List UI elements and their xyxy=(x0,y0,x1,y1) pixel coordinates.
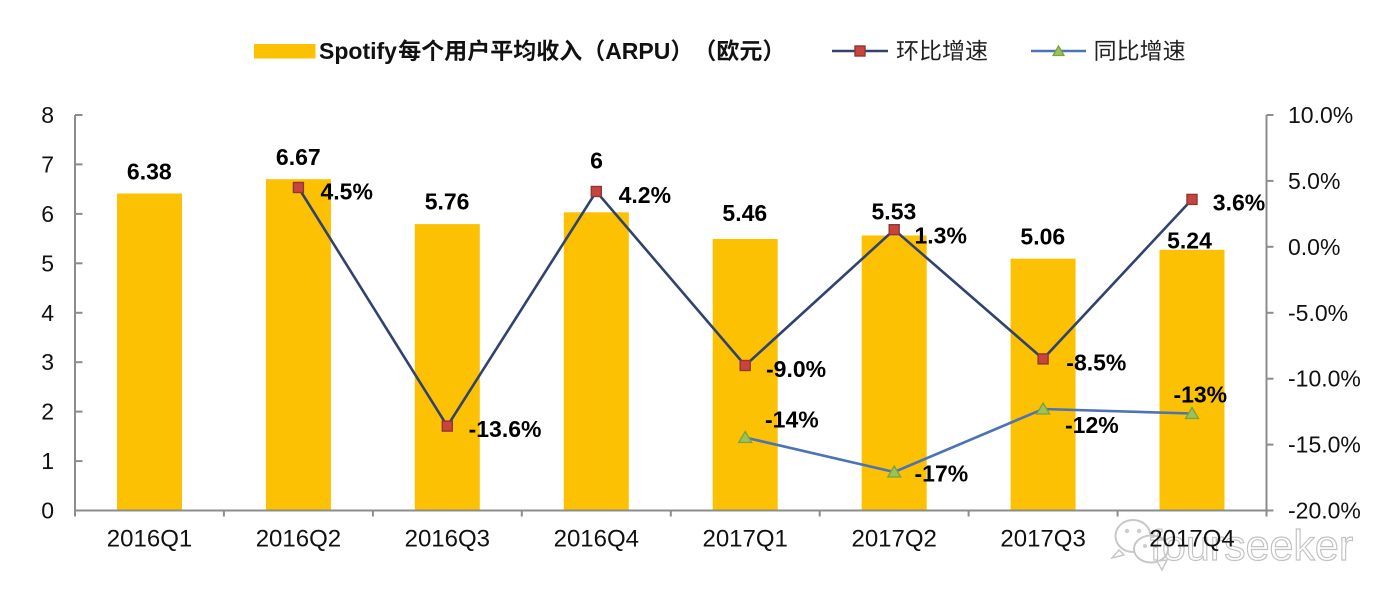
svg-text:5.46: 5.46 xyxy=(722,200,767,226)
svg-text:4.5%: 4.5% xyxy=(321,179,373,205)
svg-text:5.53: 5.53 xyxy=(872,199,917,225)
svg-text:5.24: 5.24 xyxy=(1167,227,1212,253)
svg-text:5.0%: 5.0% xyxy=(1288,168,1340,194)
svg-text:4.2%: 4.2% xyxy=(619,182,671,208)
svg-text:2016Q1: 2016Q1 xyxy=(107,526,192,553)
svg-text:6.67: 6.67 xyxy=(276,144,321,170)
svg-text:0.0%: 0.0% xyxy=(1288,234,1340,260)
svg-text:2: 2 xyxy=(41,399,54,425)
svg-text:0: 0 xyxy=(41,498,54,524)
svg-text:-9.0%: -9.0% xyxy=(766,356,826,382)
svg-text:-5.0%: -5.0% xyxy=(1288,300,1348,326)
svg-text:fourseeker: fourseeker xyxy=(1150,522,1353,570)
svg-text:10.0%: 10.0% xyxy=(1288,102,1353,128)
svg-text:6: 6 xyxy=(590,147,603,173)
svg-text:4: 4 xyxy=(41,300,54,326)
svg-text:Spotify: Spotify xyxy=(319,38,397,64)
svg-text:-14%: -14% xyxy=(765,406,819,432)
svg-text:1: 1 xyxy=(41,448,54,474)
svg-text:2017Q3: 2017Q3 xyxy=(1000,526,1085,553)
svg-text:5: 5 xyxy=(41,250,54,276)
svg-text:-15.0%: -15.0% xyxy=(1288,432,1361,458)
svg-text:8: 8 xyxy=(41,102,54,128)
svg-text:3.6%: 3.6% xyxy=(1213,189,1265,215)
svg-text:-20.0%: -20.0% xyxy=(1288,498,1361,524)
svg-text:2017Q2: 2017Q2 xyxy=(851,526,936,553)
svg-text:2016Q2: 2016Q2 xyxy=(256,526,341,553)
svg-text:5.06: 5.06 xyxy=(1020,223,1065,249)
svg-text:6.38: 6.38 xyxy=(127,159,172,185)
svg-text:-8.5%: -8.5% xyxy=(1066,350,1126,376)
svg-text:6: 6 xyxy=(41,201,54,227)
svg-text:7: 7 xyxy=(41,151,54,177)
svg-text:2017Q4: 2017Q4 xyxy=(1149,526,1234,553)
svg-text:-10.0%: -10.0% xyxy=(1288,366,1361,392)
svg-text:2016Q4: 2016Q4 xyxy=(554,526,639,553)
svg-text:-17%: -17% xyxy=(915,461,969,487)
svg-text:-12%: -12% xyxy=(1065,412,1119,438)
svg-text:-13.6%: -13.6% xyxy=(469,416,542,442)
svg-text:ARPU: ARPU xyxy=(605,38,670,64)
svg-text:5.76: 5.76 xyxy=(425,188,470,214)
svg-text:1.3%: 1.3% xyxy=(915,222,967,248)
svg-text:3: 3 xyxy=(41,349,54,375)
svg-text:2017Q1: 2017Q1 xyxy=(702,526,787,553)
svg-text:2016Q3: 2016Q3 xyxy=(405,526,490,553)
svg-text:-13%: -13% xyxy=(1173,382,1227,408)
